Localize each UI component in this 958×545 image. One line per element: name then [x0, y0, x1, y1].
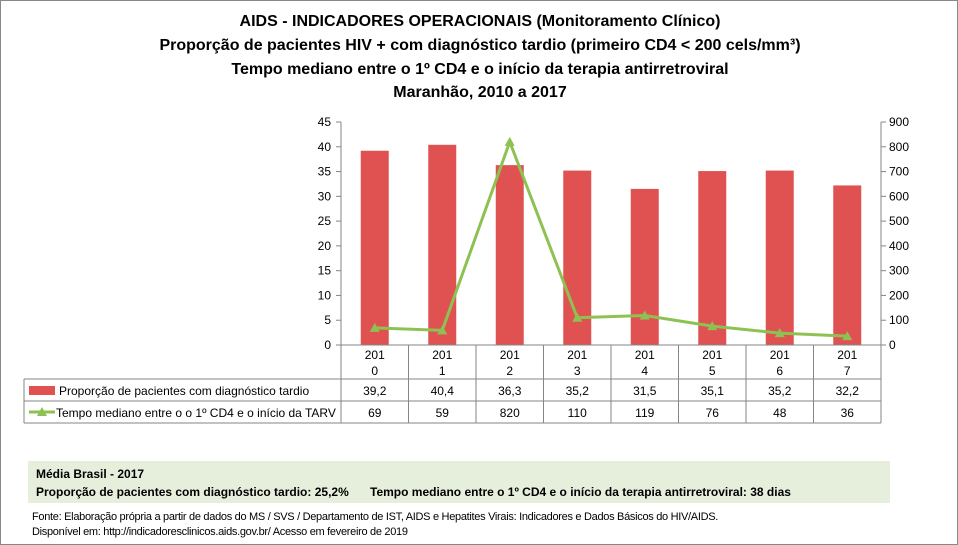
- category-label: 2: [506, 364, 513, 378]
- category-label: 6: [776, 364, 783, 378]
- bar-2016: [765, 170, 794, 345]
- left-tick-label: 10: [318, 288, 332, 302]
- bar-data-label: 35,1: [701, 384, 725, 398]
- right-tick-label: 200: [889, 288, 909, 302]
- legend-bar-label: Proporção de pacientes com diagnóstico t…: [59, 384, 309, 398]
- line-marker-2012: [504, 136, 515, 146]
- bar-2012: [495, 165, 524, 345]
- category-label: 201: [500, 348, 520, 362]
- bar-data-label: 35,2: [566, 384, 590, 398]
- line-marker-2011: [437, 325, 448, 335]
- access-note: Disponível em: http://indicadoresclinico…: [32, 526, 408, 538]
- line-data-label: 69: [368, 406, 382, 420]
- category-label: 4: [641, 364, 648, 378]
- legend-line-label: Tempo mediano entre o o 1º CD4 e o iníci…: [56, 406, 336, 420]
- category-label: 201: [702, 348, 722, 362]
- category-label: 0: [371, 364, 378, 378]
- left-tick-label: 45: [318, 115, 332, 129]
- right-tick-label: 700: [889, 165, 909, 179]
- right-tick-label: 900: [889, 115, 909, 129]
- source-note: Fonte: Elaboração própria a partir de da…: [32, 511, 719, 523]
- line-data-label: 59: [436, 406, 450, 420]
- category-label: 1: [439, 364, 446, 378]
- left-tick-label: 20: [318, 239, 332, 253]
- left-tick-label: 25: [318, 214, 332, 228]
- legend-bar-swatch: [29, 386, 55, 395]
- right-tick-label: 100: [889, 313, 909, 327]
- media-tempo: Tempo mediano entre o 1º CD4 e o início …: [370, 485, 791, 499]
- media-title: Média Brasil - 2017: [36, 467, 145, 481]
- left-tick-label: 40: [318, 140, 332, 154]
- left-tick-label: 15: [318, 264, 332, 278]
- category-label: 201: [837, 348, 857, 362]
- bar-data-label: 35,2: [768, 384, 792, 398]
- combo-chart: 0510152025303540450100200300400500600700…: [23, 115, 909, 424]
- line-data-label: 36: [841, 406, 855, 420]
- left-tick-label: 35: [318, 165, 332, 179]
- right-tick-label: 600: [889, 189, 909, 203]
- left-tick-label: 0: [324, 338, 331, 352]
- bar-data-label: 39,2: [363, 384, 387, 398]
- line-data-label: 820: [500, 406, 520, 420]
- legend-line-marker: [37, 407, 47, 416]
- category-label: 201: [770, 348, 790, 362]
- line-data-label: 119: [635, 406, 654, 420]
- title-1: AIDS - INDICADORES OPERACIONAIS (Monitor…: [239, 13, 721, 30]
- left-tick-label: 30: [318, 189, 332, 203]
- bar-2017: [833, 185, 862, 345]
- bar-2010: [360, 150, 389, 345]
- bar-data-label: 31,5: [633, 384, 657, 398]
- line-marker-2017: [842, 331, 853, 341]
- line-marker-2010: [369, 322, 380, 332]
- bar-2011: [428, 144, 457, 345]
- left-tick-label: 5: [324, 313, 331, 327]
- category-label: 7: [844, 364, 851, 378]
- bar-2015: [698, 171, 727, 345]
- media-brasil-box: Média Brasil - 2017 Proporção de pacient…: [28, 461, 890, 503]
- category-label: 3: [574, 364, 581, 378]
- title-3: Tempo mediano entre o 1º CD4 e o início …: [231, 61, 729, 78]
- right-tick-label: 800: [889, 140, 909, 154]
- line-marker-2015: [707, 321, 718, 331]
- line-marker-2013: [572, 312, 583, 322]
- right-tick-label: 400: [889, 239, 909, 253]
- title-2: Proporção de pacientes HIV + com diagnós…: [159, 37, 801, 54]
- right-tick-label: 0: [889, 338, 896, 352]
- bar-2014: [630, 188, 659, 345]
- category-label: 201: [432, 348, 452, 362]
- category-label: 5: [709, 364, 716, 378]
- bar-data-label: 36,3: [498, 384, 522, 398]
- line-marker-2016: [774, 328, 785, 338]
- bar-data-label: 32,2: [836, 384, 860, 398]
- line-marker-2014: [639, 310, 650, 320]
- media-prop: Proporção de pacientes com diagnóstico t…: [36, 485, 349, 499]
- line-data-label: 48: [773, 406, 787, 420]
- category-label: 201: [365, 348, 385, 362]
- right-tick-label: 500: [889, 214, 909, 228]
- bar-data-label: 40,4: [431, 384, 455, 398]
- line-series: [374, 137, 848, 338]
- right-tick-label: 300: [889, 264, 909, 278]
- line-data-label: 76: [706, 406, 720, 420]
- line-data-label: 110: [568, 406, 587, 420]
- category-label: 201: [567, 348, 587, 362]
- category-label: 201: [635, 348, 655, 362]
- title-4: Maranhão, 2010 a 2017: [393, 84, 567, 101]
